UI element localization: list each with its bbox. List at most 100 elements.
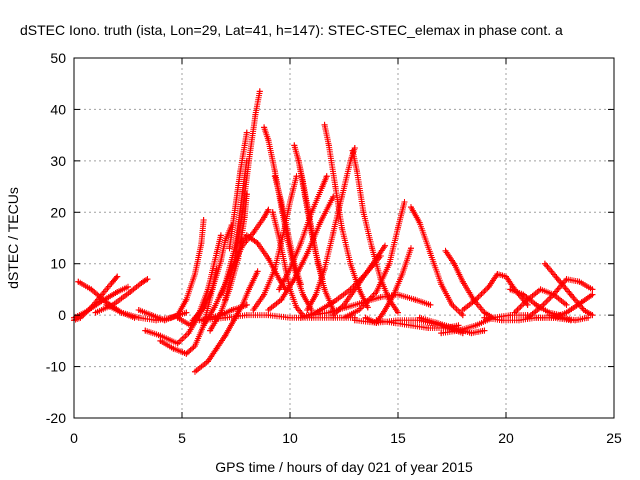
series-26 <box>276 173 330 293</box>
data-point <box>481 327 488 334</box>
y-tick-label: -20 <box>46 410 66 426</box>
data-point <box>261 214 268 221</box>
y-tick-label: 0 <box>58 307 66 323</box>
data-point <box>507 286 514 293</box>
data-point <box>157 332 164 339</box>
data-point <box>580 307 587 313</box>
data-point <box>135 314 142 321</box>
y-tick-label: 40 <box>50 101 66 117</box>
data-point <box>563 276 570 283</box>
data-point <box>347 260 354 267</box>
data-point <box>189 317 196 324</box>
data-point <box>222 296 229 303</box>
data-point <box>537 286 544 293</box>
data-point <box>356 307 363 313</box>
data-point <box>293 304 300 311</box>
data-point <box>287 265 293 272</box>
data-point <box>449 301 455 308</box>
data-point <box>185 330 192 337</box>
data-point <box>589 291 596 298</box>
data-point <box>438 330 445 337</box>
data-point <box>191 368 198 375</box>
data-point <box>524 296 531 303</box>
data-point <box>576 278 583 285</box>
data-point <box>293 173 300 180</box>
data-point <box>481 314 488 321</box>
data-point <box>416 219 423 226</box>
data-point <box>261 124 268 131</box>
data-point <box>127 289 134 295</box>
data-point <box>271 265 278 272</box>
data-point <box>585 314 592 321</box>
data-point <box>407 204 414 211</box>
data-point <box>438 281 445 288</box>
data-point <box>103 301 110 308</box>
data-point <box>412 296 419 303</box>
data-point <box>330 299 337 306</box>
data-point <box>213 250 220 257</box>
series-36 <box>407 204 466 319</box>
data-point <box>511 309 518 316</box>
data-point <box>222 314 229 321</box>
data-point <box>377 253 384 259</box>
data-point <box>567 291 574 298</box>
data-point <box>472 322 479 329</box>
data-point <box>198 240 205 247</box>
data-point <box>265 312 272 319</box>
series-46 <box>524 276 596 321</box>
data-point <box>515 317 522 324</box>
data-point <box>287 199 293 205</box>
axis-ticks: 0 5 10 15 20 25 -20 -10 0 10 20 30 40 50 <box>46 50 622 446</box>
data-point <box>243 232 250 239</box>
data-point <box>537 304 544 311</box>
data-point <box>276 276 283 283</box>
data-point <box>211 304 218 311</box>
data-point <box>213 345 220 352</box>
data-point <box>222 332 229 339</box>
data-point <box>312 309 319 316</box>
data-point <box>183 309 190 316</box>
data-point <box>109 278 116 285</box>
data-point <box>265 307 272 313</box>
data-point <box>252 111 259 118</box>
x-tick-label: 10 <box>282 430 298 446</box>
series-17 <box>226 129 250 252</box>
data-point <box>299 178 306 185</box>
data-point <box>241 214 248 221</box>
data-point <box>395 224 401 231</box>
data-point <box>243 312 250 319</box>
data-point <box>157 337 164 344</box>
data-point <box>563 301 570 308</box>
data-point <box>364 304 371 311</box>
data-point <box>114 289 121 295</box>
data-point <box>472 296 479 303</box>
data-point <box>183 296 190 303</box>
data-point <box>312 291 319 298</box>
data-point <box>343 304 350 311</box>
data-point <box>228 265 235 272</box>
data-point <box>271 168 278 175</box>
chart-title: dSTEC Iono. truth (ista, Lon=29, Lat=41,… <box>20 22 563 38</box>
data-point <box>228 307 235 313</box>
data-point <box>170 345 177 352</box>
data-point <box>276 286 283 293</box>
data-point <box>125 283 131 290</box>
series-27 <box>265 193 337 313</box>
data-point <box>217 258 224 265</box>
y-tick-label: -10 <box>46 359 66 375</box>
data-point <box>507 312 514 319</box>
data-point <box>341 314 347 321</box>
data-point <box>589 312 596 319</box>
data-point <box>427 301 434 308</box>
data-point <box>226 245 233 252</box>
series-18 <box>217 206 272 298</box>
data-point <box>250 229 257 236</box>
data-point <box>174 314 181 321</box>
data-point <box>118 309 125 316</box>
plot-frame <box>73 57 615 419</box>
data-point <box>533 301 540 308</box>
data-point <box>271 173 278 180</box>
data-point <box>243 129 250 136</box>
data-point <box>304 307 311 313</box>
